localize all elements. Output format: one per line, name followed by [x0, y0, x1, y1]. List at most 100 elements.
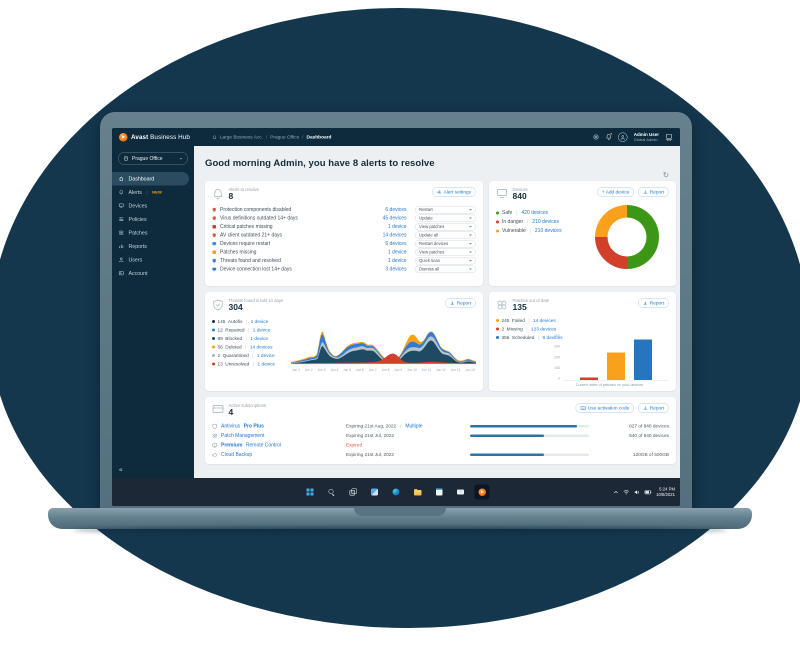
alert-devices-link[interactable]: 3 devices	[385, 266, 407, 272]
threats-report-button[interactable]: Report	[445, 298, 476, 308]
subscriptions-report-button[interactable]: Report	[638, 403, 669, 413]
sidebar-item-label: Alerts	[128, 189, 142, 196]
console-switcher-icon[interactable]	[665, 133, 673, 141]
sidebar-item-alerts[interactable]: Alerts | NEW	[112, 186, 194, 200]
devices-count: 840	[512, 191, 527, 201]
alert-row: Critical patches missing 1 device View p…	[212, 222, 476, 231]
sidebar-item-devices[interactable]: Devices	[112, 199, 194, 213]
sidebar-item-patches[interactable]: Patches	[112, 226, 194, 240]
widgets-button[interactable]	[367, 485, 382, 500]
wifi-icon[interactable]	[623, 489, 630, 495]
alert-label: Device connection lost 14+ days	[220, 266, 292, 272]
subscription-card-icon	[212, 405, 224, 413]
legend-devices-link[interactable]: 14 devices	[249, 344, 273, 350]
alert-action-select[interactable]: View patches	[415, 222, 476, 231]
alert-action-select[interactable]: Update all	[415, 231, 476, 239]
sidebar-item-account[interactable]: Account	[112, 267, 194, 281]
avatar[interactable]	[618, 132, 628, 142]
breadcrumb-site[interactable]: Prague Office	[270, 134, 300, 140]
subscription-name-link[interactable]: Premium Remote Control	[212, 442, 346, 448]
patches-legend-item: 245 Failed | 14 devices	[496, 316, 669, 325]
sidebar-item-dashboard[interactable]: Dashboard	[112, 172, 189, 186]
legend-devices-link[interactable]: 1 device	[250, 335, 269, 342]
sidebar-item-label: Patches	[128, 229, 148, 236]
legend-devices-link[interactable]: 1 device	[257, 361, 276, 367]
alert-action-select[interactable]: Restart devices	[415, 239, 476, 248]
legend-devices-link[interactable]: 420 devices	[521, 210, 549, 216]
devices-report-button[interactable]: Report	[638, 187, 669, 197]
mail-button[interactable]	[453, 485, 468, 500]
antivirus-shield-icon	[212, 423, 217, 429]
legend-devices-link[interactable]: 210 devices	[532, 219, 559, 225]
alert-action-select[interactable]: Restart	[415, 205, 476, 214]
sidebar-collapse-button[interactable]: «	[119, 465, 123, 474]
subscription-name-link[interactable]: Cloud Backup	[212, 452, 346, 457]
alert-row: Patches missing 1 device View patches	[212, 248, 476, 257]
volume-icon[interactable]	[634, 489, 640, 495]
alert-devices-link[interactable]: 14 devices	[382, 232, 407, 238]
search-icon	[328, 489, 335, 496]
user-meta[interactable]: Admin User Global Admin	[634, 132, 659, 142]
legend-devices-link[interactable]: 210 devices	[534, 228, 562, 234]
tray-chevron-icon[interactable]	[614, 490, 619, 494]
x-axis-labels: Jun 1 Jun 2 Jun 3 Jun 4 Jun 5 Jun 6 Jun 7 Jun 8…	[292, 368, 475, 372]
file-explorer-button[interactable]	[410, 485, 425, 500]
alert-label: Patches missing	[220, 249, 257, 255]
legend-devices-link[interactable]: 1 device	[256, 352, 275, 359]
patches-icon	[119, 230, 124, 235]
home-icon	[119, 176, 124, 181]
alert-severity-icon	[212, 258, 217, 263]
legend-devices-link[interactable]: 6 devices	[542, 334, 563, 341]
refresh-icon[interactable]: ↻	[662, 170, 669, 180]
subscription-row: Antivirus Pro Plus Expiring 21st Aug, 20…	[212, 421, 669, 431]
site-selector[interactable]: Prague Office	[118, 152, 188, 165]
alerts-count: 8	[228, 191, 234, 201]
legend-devices-link[interactable]: 1 device	[252, 327, 271, 333]
multiple-link[interactable]: Multiple	[405, 423, 423, 429]
legend-devices-link[interactable]: 1 device	[250, 318, 269, 325]
task-view-button[interactable]	[346, 485, 361, 500]
alert-severity-icon	[212, 216, 217, 221]
battery-icon[interactable]	[644, 489, 652, 495]
alert-settings-button[interactable]: Alert settings	[432, 187, 476, 197]
alert-label: Threats found and resolved	[220, 257, 281, 264]
devices-legend-item: Safe | 420 devices	[496, 208, 669, 217]
alert-action-select[interactable]: View patches	[415, 248, 476, 256]
alert-devices-link[interactable]: 1 device	[387, 249, 407, 255]
patches-panel: Patches out of date 135 Report	[489, 292, 676, 391]
start-button[interactable]	[303, 485, 318, 500]
legend-devices-link[interactable]: 14 devices	[533, 317, 556, 324]
topbar: Avast Business Hub Large Business Acc. /…	[112, 128, 680, 146]
breadcrumb-account[interactable]: Large Business Acc.	[219, 134, 263, 140]
sidebar-item-reports[interactable]: Reports	[112, 240, 194, 254]
subscription-name-link[interactable]: Patch Management	[212, 433, 346, 438]
alert-devices-link[interactable]: 45 devices	[382, 215, 407, 221]
alert-action-select[interactable]: Update	[415, 214, 476, 222]
expiry-text: Expiring 21st Aug, 2022	[346, 423, 397, 429]
alert-action-select[interactable]: Quick scan	[415, 256, 476, 265]
legend-devices-link[interactable]: 123 devices	[530, 326, 557, 332]
sidebar-item-users[interactable]: Users	[112, 253, 194, 267]
alert-action-select[interactable]: Dismiss all	[415, 265, 476, 273]
usage-text: 540 of 840 devices	[629, 432, 669, 439]
avast-app-button[interactable]	[474, 484, 490, 500]
alert-devices-link[interactable]: 6 devices	[385, 206, 407, 213]
alert-devices-link[interactable]: 1 device	[387, 257, 407, 264]
sidebar-item-label: Reports	[128, 243, 147, 250]
clock[interactable]: 5:24 PM 10/8/2021	[656, 486, 675, 497]
sidebar-item-policies[interactable]: Policies	[112, 213, 194, 227]
use-activation-code-button[interactable]: Use activation code	[575, 403, 635, 413]
home-icon	[212, 135, 217, 139]
edge-button[interactable]	[389, 485, 404, 500]
subscription-name-link[interactable]: Antivirus Pro Plus	[212, 423, 346, 429]
notifications-bell-icon[interactable]	[606, 132, 613, 141]
alert-devices-link[interactable]: 6 devices	[385, 240, 407, 247]
patches-report-button[interactable]: Report	[638, 298, 669, 308]
legend-dot	[496, 319, 499, 323]
microsoft-store-button[interactable]	[432, 485, 447, 500]
alert-devices-link[interactable]: 1 device	[387, 223, 407, 230]
taskbar-search-button[interactable]	[324, 485, 339, 500]
add-device-button[interactable]: + Add device	[596, 187, 635, 197]
threats-legend-item: 89 Blocked | 1 device	[212, 334, 291, 343]
settings-gear-icon[interactable]	[593, 134, 600, 141]
